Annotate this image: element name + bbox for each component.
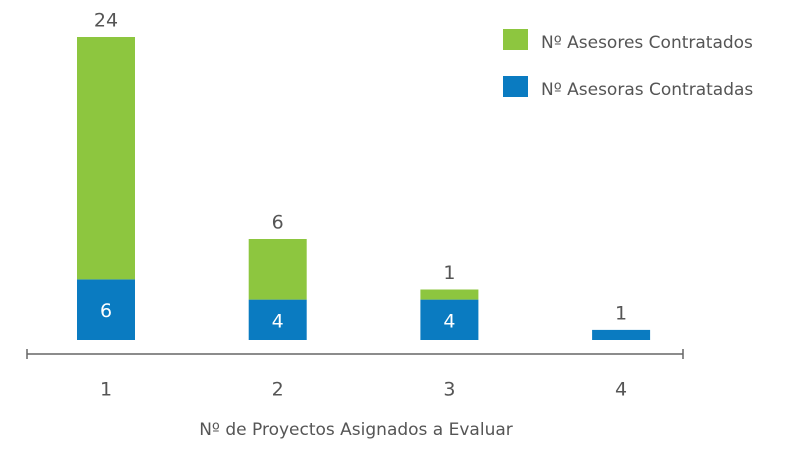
data-label: 24	[94, 10, 118, 32]
data-label: 6	[272, 212, 284, 234]
bar-segment	[77, 279, 135, 340]
data-label: 4	[272, 310, 284, 332]
x-tick-label: 4	[615, 379, 627, 401]
legend-swatch	[503, 76, 528, 97]
legend-swatch	[503, 29, 528, 50]
x-axis-title: Nº de Proyectos Asignados a Evaluar	[199, 420, 513, 440]
x-tick-label: 1	[100, 379, 112, 401]
data-label: 4	[443, 310, 455, 332]
legend-label: Nº Asesores Contratados	[541, 33, 753, 53]
x-tick-label: 3	[443, 379, 455, 401]
x-tick-label: 2	[272, 379, 284, 401]
bar-segment	[420, 299, 479, 340]
data-label: 1	[615, 302, 627, 324]
bar-segment	[592, 329, 651, 340]
data-label: 6	[100, 300, 112, 322]
data-label: 1	[443, 262, 455, 284]
bar-segment	[77, 37, 135, 280]
legend-label: Nº Asesoras Contratadas	[541, 80, 753, 100]
bar-segment	[248, 239, 307, 300]
bar-segment	[248, 299, 307, 340]
bar-segment	[420, 289, 479, 300]
